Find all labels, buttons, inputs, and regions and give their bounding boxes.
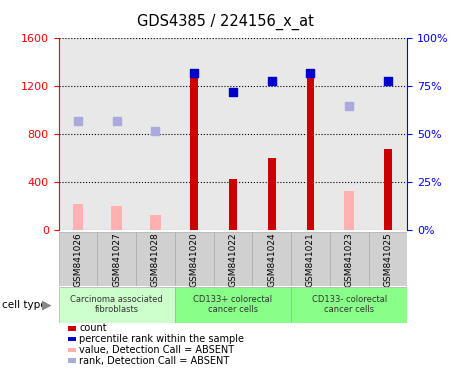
Point [74, 118, 81, 124]
Point [229, 89, 237, 95]
Point [384, 78, 392, 84]
Bar [97, 232, 136, 286]
Bar [136, 38, 175, 230]
Text: rank, Detection Call = ABSENT: rank, Detection Call = ABSENT [79, 356, 230, 366]
Bar [291, 287, 407, 323]
Text: GSM841026: GSM841026 [73, 232, 82, 286]
Bar [252, 232, 291, 286]
Text: ▶: ▶ [42, 298, 52, 311]
Bar [291, 38, 330, 230]
Bar [384, 149, 392, 230]
Point [307, 70, 314, 76]
Bar [72, 204, 83, 230]
Bar [58, 232, 97, 286]
Bar [252, 38, 291, 230]
Bar [330, 232, 369, 286]
Text: GSM841024: GSM841024 [267, 232, 276, 286]
Point [152, 127, 159, 134]
Point [190, 70, 198, 76]
Bar [175, 38, 213, 230]
Bar [330, 38, 369, 230]
Bar [213, 38, 252, 230]
Bar [344, 191, 355, 230]
Bar [291, 232, 330, 286]
Text: value, Detection Call = ABSENT: value, Detection Call = ABSENT [79, 345, 234, 355]
Bar [175, 287, 291, 323]
Point [268, 78, 275, 84]
Text: GSM841025: GSM841025 [383, 232, 392, 286]
Bar [58, 287, 175, 323]
Bar [306, 70, 314, 230]
Bar [58, 38, 97, 230]
Text: CD133- colorectal
cancer cells: CD133- colorectal cancer cells [311, 295, 387, 314]
Point [113, 118, 120, 124]
Bar [229, 179, 237, 230]
Bar [213, 232, 252, 286]
Text: CD133+ colorectal
cancer cells: CD133+ colorectal cancer cells [194, 295, 272, 314]
Text: cell type: cell type [2, 300, 47, 310]
Text: GSM841022: GSM841022 [228, 232, 238, 286]
Bar [175, 232, 213, 286]
Text: GSM841027: GSM841027 [112, 232, 121, 286]
Text: GDS4385 / 224156_x_at: GDS4385 / 224156_x_at [136, 13, 314, 30]
Bar [150, 215, 161, 230]
Text: GSM841020: GSM841020 [189, 232, 198, 286]
Bar [190, 70, 198, 230]
Bar [369, 38, 407, 230]
Text: percentile rank within the sample: percentile rank within the sample [79, 334, 244, 344]
Text: Carcinoma associated
fibroblasts: Carcinoma associated fibroblasts [70, 295, 163, 314]
Text: count: count [79, 323, 107, 333]
Text: GSM841028: GSM841028 [151, 232, 160, 286]
Bar [268, 158, 275, 230]
Text: GSM841021: GSM841021 [306, 232, 315, 286]
Bar [136, 232, 175, 286]
Bar [111, 207, 122, 230]
Bar [369, 232, 407, 286]
Text: GSM841023: GSM841023 [345, 232, 354, 286]
Bar [97, 38, 136, 230]
Point [346, 103, 353, 109]
